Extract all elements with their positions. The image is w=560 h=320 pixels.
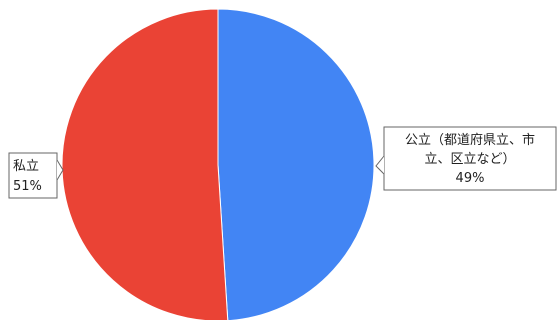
callout-public-value: 49%: [456, 171, 485, 186]
callout-private-box: [8, 152, 58, 199]
pie-slice-private: [61, 8, 229, 320]
callout-private-leader: [56, 159, 64, 181]
callout-public-line-2: 立、区立など）: [424, 152, 515, 167]
callout-private-label: 私立: [13, 159, 39, 174]
callout-private-value: 51%: [13, 179, 42, 194]
callout-public: 公立（都道府県立、市 立、区立など） 49%: [375, 126, 557, 191]
callout-public-leader: [375, 155, 385, 175]
pie-slice-public: [217, 8, 375, 320]
callout-private: 私立 51%: [8, 152, 64, 199]
pie-slices: [61, 8, 375, 320]
callout-public-box: [383, 126, 557, 191]
callout-public-line-1: 公立（都道府県立、市: [405, 132, 535, 148]
